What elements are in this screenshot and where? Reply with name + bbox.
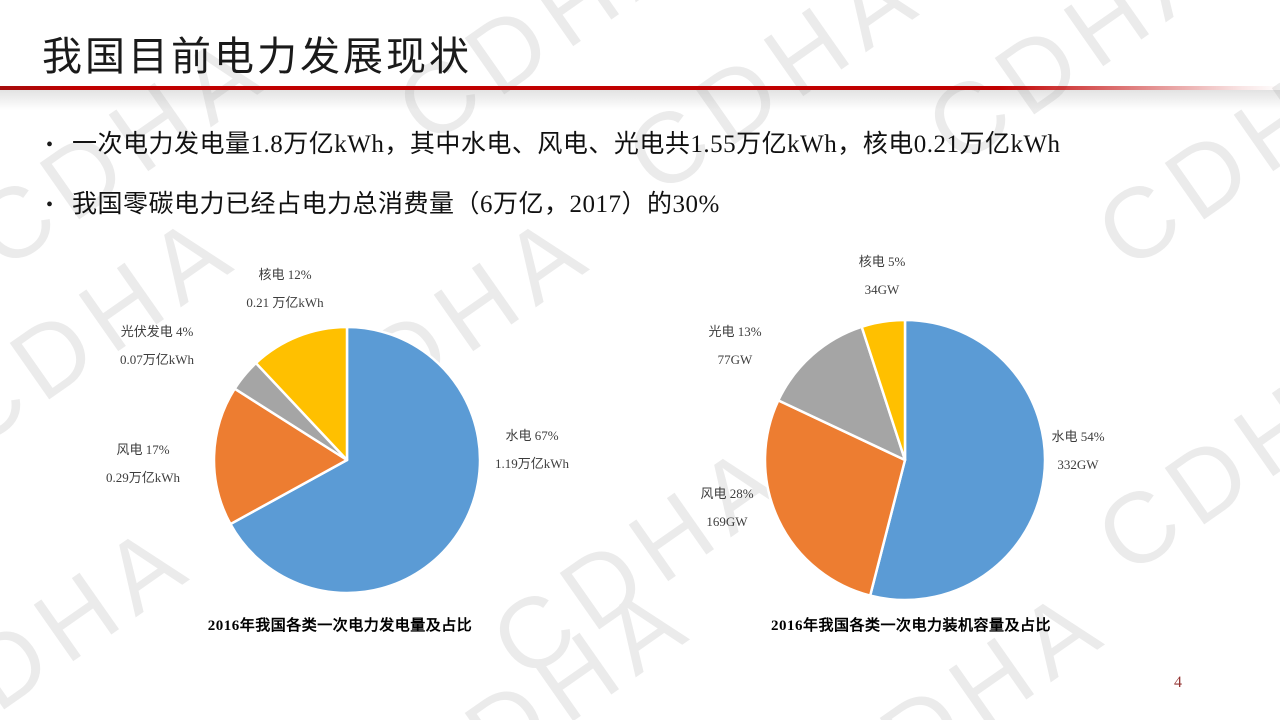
- slice-label-hydro: 水电 54% 332GW: [1051, 423, 1104, 479]
- slice-value-text: 169GW: [706, 514, 748, 529]
- bullet-marker: •: [46, 194, 54, 216]
- slice-label-nuclear: 核电 12% 0.21 万亿kWh: [246, 261, 323, 317]
- page-title: 我国目前电力发展现状: [42, 34, 472, 79]
- slice-label-text: 核电 12%: [258, 267, 312, 282]
- generation-pie: [212, 325, 482, 595]
- slice-value-text: 0.21 万亿kWh: [246, 295, 324, 310]
- pie-slice-核电: [860, 318, 907, 462]
- bullet-text: 我国零碳电力已经占电力总消费量（6万亿，2017）的30%: [72, 191, 720, 218]
- slice-label-text: 水电 67%: [505, 428, 559, 443]
- slice-value-text: 1.19万亿kWh: [494, 456, 570, 471]
- slice-label-text: 水电 54%: [1051, 429, 1105, 444]
- slice-value-text: 77GW: [717, 352, 753, 367]
- slice-label-hydro: 水电 67% 1.19万亿kWh: [495, 422, 569, 478]
- slice-value-text: 34GW: [864, 282, 900, 297]
- slice-label-text: 光伏发电 4%: [120, 324, 194, 339]
- slice-value-text: 0.07万亿kWh: [119, 352, 195, 367]
- slice-label-text: 风电 28%: [700, 486, 754, 501]
- bullet-list: • 一次电力发电量1.8万亿kWh，其中水电、风电、光电共1.55万亿kWh，核…: [46, 128, 1236, 248]
- capacity-pie: [763, 318, 1047, 602]
- chart-caption: 2016年我国各类一次电力发电量及占比: [207, 618, 473, 634]
- pie-slice-水电: [868, 318, 1047, 602]
- pie-slice-光电: [777, 325, 907, 462]
- slice-label-text: 风电 17%: [116, 442, 170, 457]
- slice-label-wind: 风电 28% 169GW: [700, 480, 753, 536]
- title-line-shadow: [0, 90, 1280, 110]
- slice-label-text: 核电 5%: [858, 254, 906, 269]
- slice-label-text: 光电 13%: [708, 324, 762, 339]
- bullet-marker: •: [46, 134, 54, 156]
- slice-label-nuclear: 核电 5% 34GW: [859, 248, 906, 304]
- pie-slice-风电: [212, 387, 349, 526]
- chart-caption: 2016年我国各类一次电力装机容量及占比: [770, 618, 1052, 634]
- bullet-item: • 我国零碳电力已经占电力总消费量（6万亿，2017）的30%: [46, 188, 1236, 222]
- title-accent-line: [0, 86, 1280, 90]
- pie-slice-水电: [229, 325, 482, 595]
- slice-value-text: 332GW: [1057, 457, 1099, 472]
- slice-label-solar: 光伏发电 4% 0.07万亿kWh: [120, 318, 194, 374]
- slice-label-wind: 风电 17% 0.29万亿kWh: [106, 436, 180, 492]
- bullet-item: • 一次电力发电量1.8万亿kWh，其中水电、风电、光电共1.55万亿kWh，核…: [46, 128, 1236, 162]
- slice-value-text: 0.29万亿kWh: [105, 470, 181, 485]
- bullet-text: 一次电力发电量1.8万亿kWh，其中水电、风电、光电共1.55万亿kWh，核电0…: [72, 131, 1061, 158]
- page-number: 4: [1174, 674, 1182, 691]
- slice-label-solar: 光电 13% 77GW: [708, 318, 761, 374]
- pie-slice-核电: [254, 325, 349, 462]
- pie-slice-风电: [763, 399, 907, 597]
